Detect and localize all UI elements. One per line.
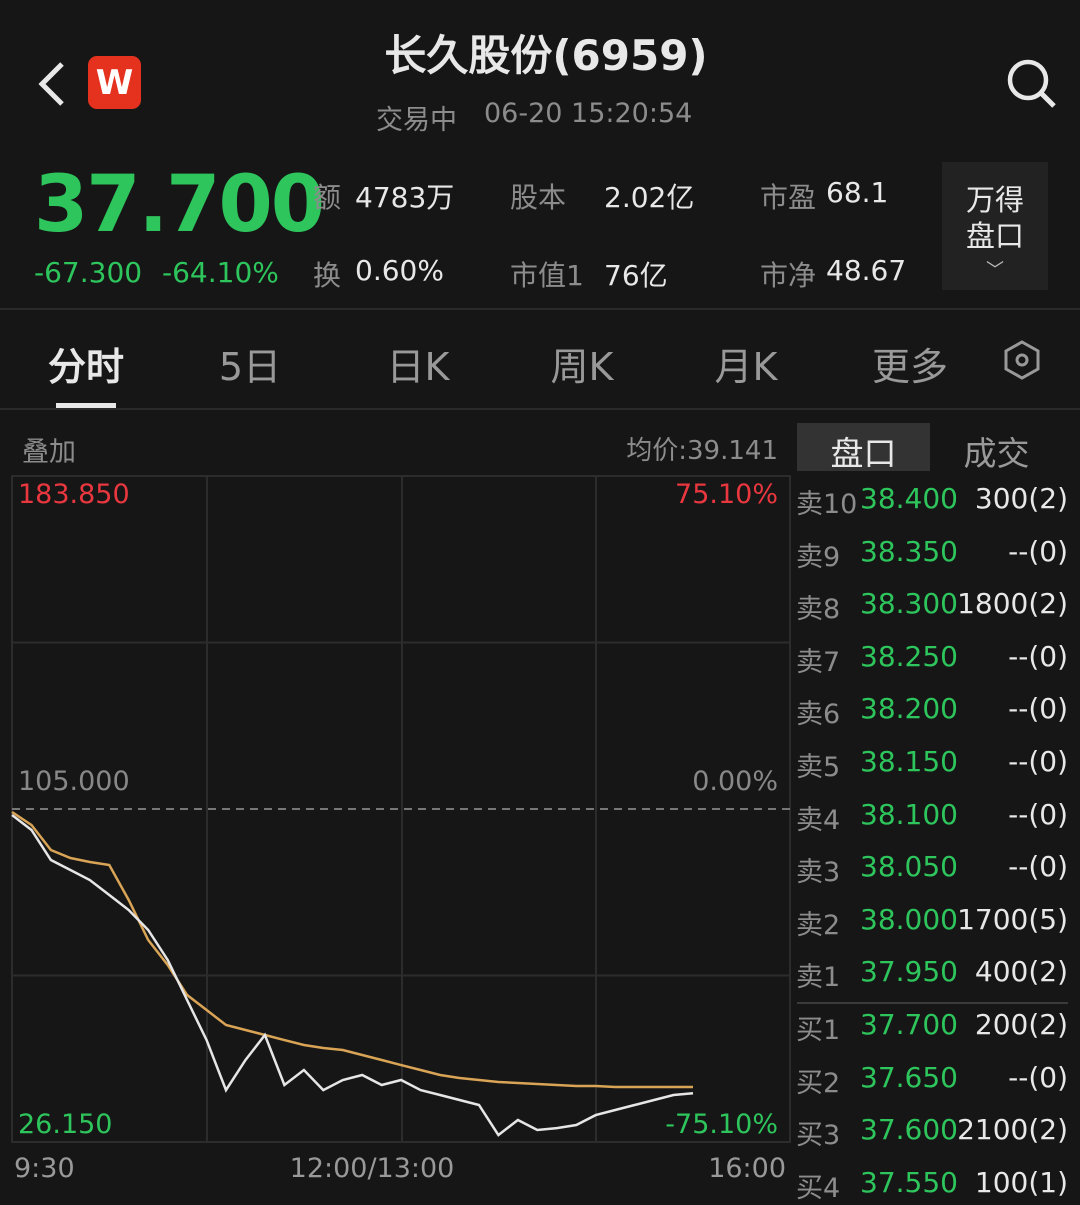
book-price: 38.050 [860, 850, 958, 884]
book-volume: --(0) [1008, 1060, 1068, 1094]
wind-button[interactable]: 万得盘口 ﹀ [942, 162, 1048, 290]
book-price: 38.150 [860, 745, 958, 778]
stat-value: 0.60% [355, 254, 444, 287]
tab[interactable]: 日K [386, 345, 450, 389]
logo-badge [88, 56, 141, 109]
wind-button-label: 万得盘口 [965, 183, 1024, 253]
change: -67.300 [34, 256, 143, 289]
tab[interactable]: 5日 [218, 345, 282, 389]
orderbook-tab[interactable]: 盘口 [830, 434, 897, 473]
book-price: 37.700 [860, 1008, 958, 1041]
book-volume: 200(2) [974, 1008, 1068, 1041]
book-level: 卖2 [796, 909, 841, 941]
stat-label: 股本 [510, 181, 567, 214]
tab[interactable]: 周K [550, 345, 614, 389]
book-level: 买2 [796, 1067, 841, 1099]
avg-price: 均价:39.141 [626, 436, 778, 466]
stat-value: 48.67 [826, 254, 907, 287]
book-volume: --(0) [1008, 692, 1068, 726]
search-icon[interactable] [1007, 59, 1049, 101]
book-level: 卖4 [796, 804, 841, 836]
book-level: 卖8 [796, 594, 841, 626]
book-level: 卖6 [796, 699, 841, 731]
orderbook-tab[interactable]: 成交 [963, 434, 1030, 473]
x-tick-label: 16:00 [708, 1153, 786, 1184]
back-icon[interactable] [38, 62, 64, 106]
stat-value: 4783万 [355, 181, 455, 214]
book-level: 卖9 [796, 541, 841, 573]
logo-text: W [96, 63, 134, 103]
pct-tick-label: 75.10% [675, 479, 778, 510]
chart: 183.850 75.10% 105.000 0.00% 26.150 -75.10% 9:… [11, 475, 791, 1184]
book-level: 买1 [796, 1015, 841, 1046]
book-price: 38.100 [860, 797, 958, 831]
book-level: 买3 [796, 1120, 841, 1152]
book-price: 37.650 [860, 1060, 958, 1094]
x-tick-label: 12:00/13:00 [290, 1153, 455, 1184]
stat-label: 额 [313, 181, 342, 214]
book-volume: --(0) [1008, 639, 1068, 673]
y-tick-label: 26.150 [18, 1109, 112, 1140]
y-tick-label: 183.850 [18, 479, 130, 510]
stat-label: 市值1 [510, 259, 584, 292]
book-volume: 400(2) [974, 955, 1068, 989]
title: 长久股份(6959) [384, 31, 708, 80]
tab-indicator [56, 403, 116, 408]
book-price: 37.950 [860, 955, 958, 989]
book-volume: --(0) [1008, 797, 1068, 831]
book-level: 卖3 [796, 857, 841, 889]
pct-tick-label: 0.00% [692, 766, 778, 797]
book-level: 卖7 [796, 646, 841, 678]
book-price: 38.250 [860, 639, 958, 673]
tab[interactable]: 分时 [47, 345, 124, 389]
book-volume: 300(2) [974, 482, 1068, 515]
settings-icon-dot [1015, 353, 1029, 367]
book-price: 38.400 [860, 482, 958, 515]
book-price: 37.600 [860, 1113, 958, 1147]
price: 37.700 [34, 160, 325, 250]
book-volume: 1800(2) [957, 587, 1068, 621]
status: 交易中 [376, 105, 457, 136]
change-pct: -64.10% [162, 256, 279, 289]
book-level: 卖1 [796, 962, 841, 994]
y-tick-label: 105.000 [18, 766, 130, 797]
stat-value: 76亿 [604, 259, 668, 292]
stat-label: 换 [313, 259, 342, 292]
book-volume: --(0) [1008, 745, 1068, 778]
pct-tick-label: -75.10% [665, 1109, 778, 1140]
book-level: 卖5 [796, 752, 841, 783]
overlay-button[interactable]: 叠加 [22, 437, 76, 468]
search-icon-handle [1039, 91, 1056, 108]
stat-label: 市净 [760, 259, 817, 292]
book-volume: --(0) [1008, 534, 1068, 568]
book-price: 37.550 [860, 1165, 958, 1199]
book-volume: 100(1) [974, 1165, 1068, 1199]
book-price: 38.350 [860, 534, 958, 568]
tab[interactable]: 月K [714, 345, 778, 389]
book-level: 买4 [796, 1172, 841, 1204]
book-level: 卖10 [796, 489, 858, 520]
price-line [11, 814, 694, 1137]
stat-label: 市盈 [760, 181, 817, 214]
datetime: 06-20 15:20:54 [484, 98, 693, 129]
orderbook-tab-active[interactable] [797, 423, 930, 471]
tab[interactable]: 更多 [871, 345, 948, 389]
avg-line [11, 810, 693, 1089]
book-price: 38.300 [860, 587, 958, 621]
book-volume: 2100(2) [957, 1113, 1068, 1147]
stat-value: 2.02亿 [604, 181, 695, 214]
chevron: ﹀ [986, 260, 1004, 281]
stat-value: 68.1 [826, 176, 889, 209]
book-volume: 1700(5) [957, 902, 1068, 936]
settings-icon[interactable] [1004, 340, 1040, 380]
book-volume: --(0) [1008, 850, 1068, 884]
x-tick-label: 9:30 [14, 1153, 75, 1184]
book-price: 38.200 [860, 692, 958, 726]
book-price: 38.000 [860, 902, 958, 936]
